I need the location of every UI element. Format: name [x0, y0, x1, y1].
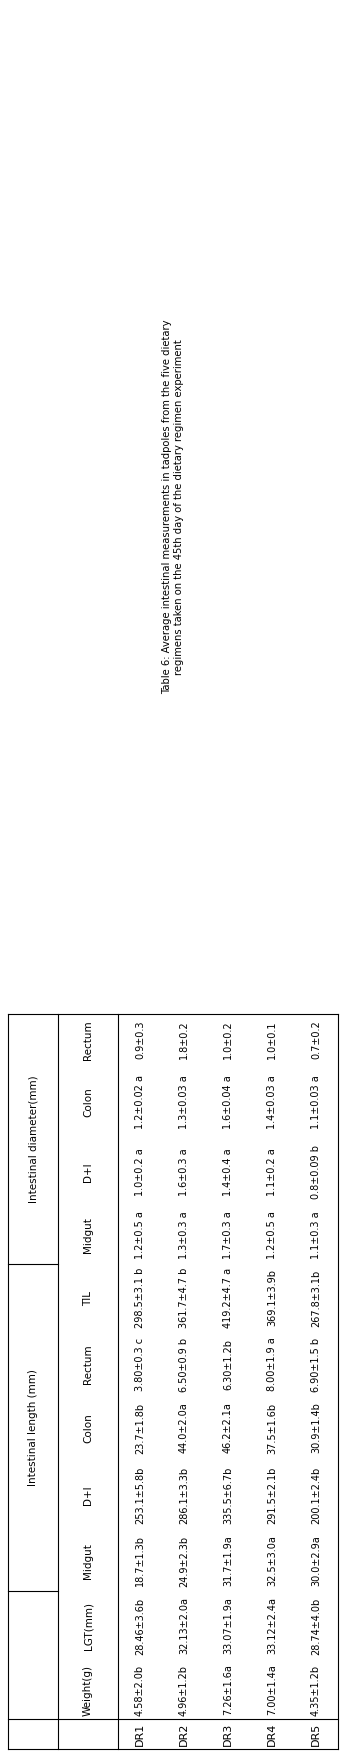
Text: 1.1±0.3 a: 1.1±0.3 a: [311, 1212, 321, 1259]
Text: 4.35±1.2b: 4.35±1.2b: [311, 1664, 321, 1715]
Text: 286.1±3.3b: 286.1±3.3b: [179, 1467, 189, 1523]
Text: 1.1±0.2 a: 1.1±0.2 a: [267, 1148, 277, 1196]
Text: 1.0±0.1: 1.0±0.1: [267, 1021, 277, 1060]
Text: Intestinal diameter(mm): Intestinal diameter(mm): [28, 1076, 38, 1203]
Text: 0.8±0.09 b: 0.8±0.09 b: [311, 1145, 321, 1199]
Text: 46.2±2.1a: 46.2±2.1a: [223, 1402, 233, 1453]
Text: 335.5±6.7b: 335.5±6.7b: [223, 1467, 233, 1523]
Text: Colon: Colon: [83, 1412, 93, 1442]
Text: 1.2±0.02 a: 1.2±0.02 a: [135, 1074, 145, 1129]
Text: 1.2±0.5 a: 1.2±0.5 a: [135, 1212, 145, 1259]
Text: DR1: DR1: [135, 1722, 145, 1745]
Text: DR2: DR2: [179, 1722, 189, 1745]
Text: 6.50±0.9 b: 6.50±0.9 b: [179, 1337, 189, 1391]
Text: D+I: D+I: [83, 1485, 93, 1506]
Text: DR4: DR4: [267, 1722, 277, 1745]
Text: 1.4±0.03 a: 1.4±0.03 a: [267, 1076, 277, 1129]
Text: 1.6±0.04 a: 1.6±0.04 a: [223, 1076, 233, 1129]
Text: 253.1±5.8b: 253.1±5.8b: [135, 1467, 145, 1523]
Text: 30.0±2.9a: 30.0±2.9a: [311, 1536, 321, 1587]
Text: 419.2±4.7 a: 419.2±4.7 a: [223, 1268, 233, 1328]
Text: TIL: TIL: [83, 1291, 93, 1305]
Text: 1.0±0.2: 1.0±0.2: [223, 1021, 233, 1060]
Text: 33.07±1.9a: 33.07±1.9a: [223, 1597, 233, 1654]
Text: 24.9±2.3b: 24.9±2.3b: [179, 1536, 189, 1587]
Text: DR5: DR5: [311, 1722, 321, 1745]
Text: 1.8±0.2: 1.8±0.2: [179, 1021, 189, 1060]
Text: 1.7±0.3 a: 1.7±0.3 a: [223, 1212, 233, 1259]
Text: 4.58±2.0b: 4.58±2.0b: [135, 1664, 145, 1715]
Text: Midgut: Midgut: [83, 1217, 93, 1252]
Text: 267.8±3.1b: 267.8±3.1b: [311, 1270, 321, 1326]
Text: 44.0±2.0a: 44.0±2.0a: [179, 1402, 189, 1453]
Text: Table 6: Average intestinal measurements in tadpoles from the five dietary: Table 6: Average intestinal measurements…: [162, 321, 173, 694]
Text: Rectum: Rectum: [83, 1345, 93, 1384]
Text: 4.96±1.2b: 4.96±1.2b: [179, 1664, 189, 1715]
Text: 7.26±1.6a: 7.26±1.6a: [223, 1664, 233, 1715]
Text: 28.74±4.0b: 28.74±4.0b: [311, 1597, 321, 1655]
Text: 0.7±0.2: 0.7±0.2: [311, 1021, 321, 1060]
Text: regimens taken on the 45th day of the dietary regimen experiment: regimens taken on the 45th day of the di…: [174, 340, 183, 674]
Text: 8.00±1.9 a: 8.00±1.9 a: [267, 1338, 277, 1391]
Text: Midgut: Midgut: [83, 1543, 93, 1580]
Text: 200.1±2.4b: 200.1±2.4b: [311, 1467, 321, 1523]
Text: Weight(g): Weight(g): [83, 1664, 93, 1715]
Text: 28.46±3.6b: 28.46±3.6b: [135, 1597, 145, 1655]
Text: LGT(mm): LGT(mm): [83, 1603, 93, 1650]
Text: 6.90±1.5 b: 6.90±1.5 b: [311, 1337, 321, 1391]
Text: 33.12±2.4a: 33.12±2.4a: [267, 1597, 277, 1655]
Text: 1.1±0.03 a: 1.1±0.03 a: [311, 1076, 321, 1129]
Text: 291.5±2.1b: 291.5±2.1b: [267, 1467, 277, 1523]
Text: Rectum: Rectum: [83, 1020, 93, 1060]
Text: 1.4±0.4 a: 1.4±0.4 a: [223, 1148, 233, 1196]
Text: 1.3±0.3 a: 1.3±0.3 a: [179, 1212, 189, 1259]
Text: 369.1±3.9b: 369.1±3.9b: [267, 1270, 277, 1326]
Text: 1.2±0.5 a: 1.2±0.5 a: [267, 1212, 277, 1259]
Text: 361.7±4.7 b: 361.7±4.7 b: [179, 1268, 189, 1328]
Text: 32.5±3.0a: 32.5±3.0a: [267, 1536, 277, 1587]
Text: 31.7±1.9a: 31.7±1.9a: [223, 1536, 233, 1587]
Text: 0.9±0.3: 0.9±0.3: [135, 1021, 145, 1060]
Text: 37.5±1.6b: 37.5±1.6b: [267, 1402, 277, 1453]
Text: 30.9±1.4b: 30.9±1.4b: [311, 1402, 321, 1453]
Text: 32.13±2.0a: 32.13±2.0a: [179, 1597, 189, 1655]
Text: DR3: DR3: [223, 1722, 233, 1745]
Text: Colon: Colon: [83, 1087, 93, 1116]
Text: 1.3±0.03 a: 1.3±0.03 a: [179, 1076, 189, 1129]
Text: 3.80±0.3 c: 3.80±0.3 c: [135, 1338, 145, 1391]
Text: 6.30±1.2b: 6.30±1.2b: [223, 1338, 233, 1389]
Text: 7.00±1.4a: 7.00±1.4a: [267, 1664, 277, 1715]
Text: 1.6±0.3 a: 1.6±0.3 a: [179, 1148, 189, 1196]
Text: 1.0±0.2 a: 1.0±0.2 a: [135, 1148, 145, 1196]
Text: D+I: D+I: [83, 1162, 93, 1182]
Text: 18.7±1.3b: 18.7±1.3b: [135, 1536, 145, 1587]
Text: Intestinal length (mm): Intestinal length (mm): [28, 1368, 38, 1486]
Text: 298.5±3.1 b: 298.5±3.1 b: [135, 1268, 145, 1328]
Text: 23.7±1.8b: 23.7±1.8b: [135, 1402, 145, 1453]
